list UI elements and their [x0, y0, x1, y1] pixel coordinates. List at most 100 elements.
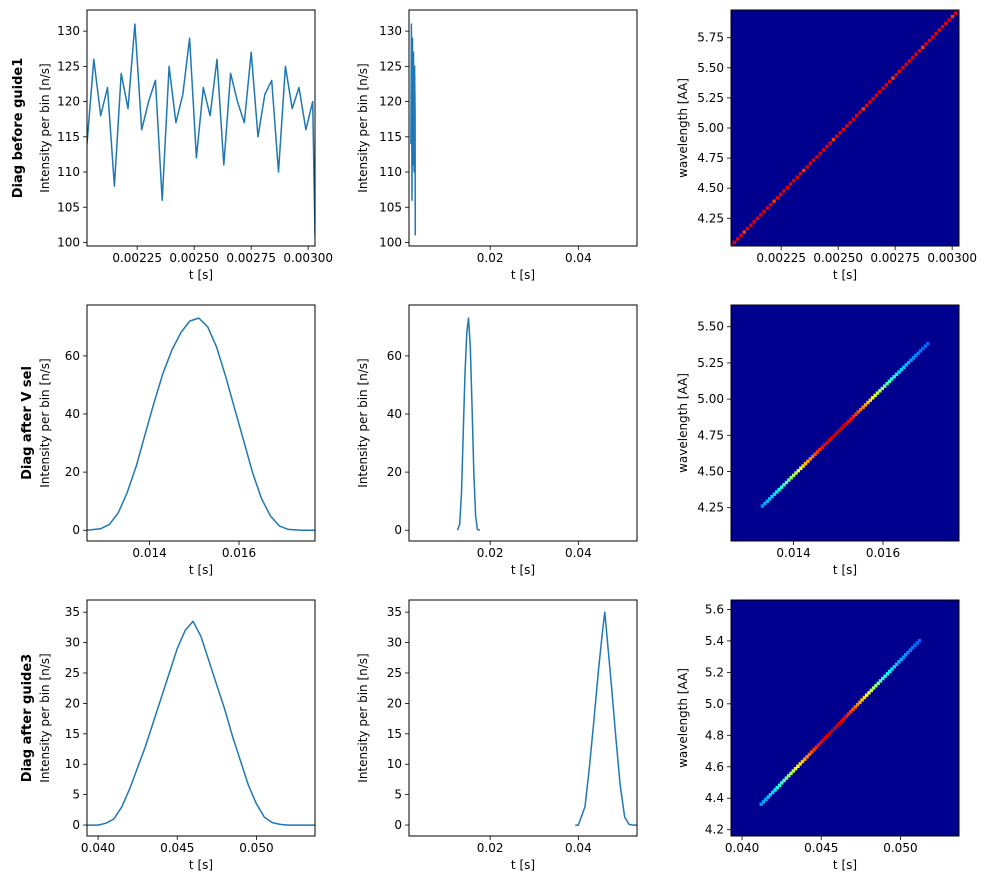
heatmap-cell: [897, 69, 902, 73]
heatmap-cell: [765, 206, 770, 210]
heatmap-cell: [866, 400, 870, 405]
heatmap-cell: [825, 440, 829, 445]
heatmap-cell: [849, 710, 853, 714]
y-tick-label: 120: [57, 95, 80, 109]
panel-r0-c2: 0.00225 0.00250 0.00275 0.00300 4.25 4.50 4.75…: [676, 9, 977, 282]
y-tick-label: 120: [379, 95, 402, 109]
heatmap-cell: [813, 452, 817, 456]
heatmap-cell: [894, 372, 899, 376]
heatmap-cell: [760, 504, 765, 508]
heatmap-cell: [796, 469, 801, 473]
y-axis-label: wavelength [AA]: [676, 78, 690, 178]
heatmap-cell: [906, 360, 911, 365]
y-tick-label: 4.50: [697, 181, 724, 195]
heatmap-cell: [772, 492, 777, 496]
heatmap-cell: [856, 410, 860, 414]
series-line: [456, 317, 481, 531]
heatmap-cell: [731, 244, 733, 246]
panel-r1-c1: 0.02 0.04 0 20 40 60 t [s] Intensity per bin [n…: [356, 304, 638, 577]
heatmap-cell: [806, 459, 810, 463]
heatmap-cell: [871, 96, 875, 101]
heatmap-cell: [954, 11, 958, 15]
heatmap-cell: [899, 367, 904, 372]
heatmap-cell: [792, 179, 796, 183]
heatmap-cell: [931, 35, 935, 39]
x-tick-label: 0.045: [160, 841, 194, 855]
x-axis-label: t [s]: [833, 858, 857, 872]
y-tick-label: 4.25: [697, 501, 724, 515]
heatmap-cell: [884, 83, 889, 87]
heatmap-cell: [805, 755, 809, 759]
heatmap-cell: [832, 726, 837, 730]
heatmap-band: [731, 10, 959, 246]
y-tick-label: 5.0: [705, 697, 724, 711]
heatmap-cell: [782, 483, 786, 487]
heatmap-cell: [917, 638, 922, 643]
y-tick-label: 25: [65, 666, 80, 680]
x-tick-label: 0.02: [477, 251, 504, 265]
heatmap-cell: [841, 127, 846, 132]
heatmap-cell: [855, 702, 860, 707]
heatmap-cell: [885, 382, 889, 386]
heatmap-cell: [765, 499, 769, 503]
heatmap-cell: [736, 237, 740, 241]
heatmap-cell: [832, 433, 836, 438]
y-tick-label: 5.00: [697, 121, 724, 135]
heatmap-cell: [742, 230, 746, 234]
heatmap-cell: [874, 684, 878, 688]
y-tick-label: 35: [387, 605, 402, 619]
heatmap-cell: [785, 185, 789, 190]
heatmap-cell: [957, 10, 959, 12]
axes-frame: [408, 304, 638, 542]
heatmap-cell: [800, 759, 805, 764]
y-axis-label: Intensity per bin [n/s]: [356, 358, 370, 487]
heatmap-cell: [732, 240, 737, 244]
y-tick-label: 4.25: [697, 211, 724, 225]
heatmap-cell: [839, 426, 844, 431]
y-tick-label: 4.6: [705, 760, 724, 774]
axes-frame: [408, 9, 638, 247]
panels: 0.00225 0.00250 0.00275 0.00300100105110115…: [38, 9, 977, 872]
y-tick-label: 100: [379, 235, 402, 249]
x-tick-label: 0.00275: [870, 251, 920, 265]
series-line: [410, 23, 417, 236]
heatmap-cell: [789, 476, 793, 480]
heatmap-cell: [842, 424, 846, 428]
heatmap-cell: [844, 422, 848, 426]
heatmap-cell: [764, 797, 768, 802]
heatmap-cell: [887, 379, 892, 384]
row-title-2: Diag after guide3: [20, 654, 35, 782]
heatmap-cell: [917, 49, 922, 53]
x-tick-label: 0.00300: [283, 251, 333, 265]
heatmap-cell: [846, 712, 851, 716]
panel-r2-c1: 0.02 0.04 0 5 10 15 20 25 30 35 t [s] Intensity per…: [356, 599, 638, 872]
heatmap-cell: [788, 182, 793, 186]
heatmap-cell: [881, 676, 885, 681]
heatmap-cell: [838, 131, 842, 135]
axes-frame: [408, 599, 638, 837]
y-tick-label: 4.2: [705, 823, 724, 837]
heatmap-cell: [823, 736, 828, 740]
heatmap-cell: [915, 641, 919, 645]
x-tick-label: 0.04: [565, 251, 592, 265]
y-tick-label: 5.75: [697, 31, 724, 45]
x-tick-label: 0.016: [866, 546, 900, 560]
heatmap-cell: [798, 172, 803, 176]
heatmap-cell: [812, 158, 816, 162]
heatmap-cell: [791, 769, 795, 773]
y-tick-label: 35: [65, 605, 80, 619]
y-tick-label: 4.50: [697, 465, 724, 479]
heatmap-cell: [881, 86, 885, 91]
heatmap-cell: [869, 688, 873, 693]
row-title-0: Diag before guide1: [11, 58, 26, 199]
heatmap-cell: [782, 778, 786, 783]
y-tick-label: 4.75: [697, 151, 724, 165]
heatmap-cell: [947, 18, 951, 22]
heatmap-cell: [810, 750, 814, 754]
x-tick-label: 0.014: [132, 546, 166, 560]
y-tick-label: 130: [379, 24, 402, 38]
heatmap-cell: [845, 124, 849, 128]
heatmap-cell: [847, 419, 851, 423]
heatmap-cell: [934, 31, 938, 36]
heatmap-cell: [851, 707, 855, 712]
